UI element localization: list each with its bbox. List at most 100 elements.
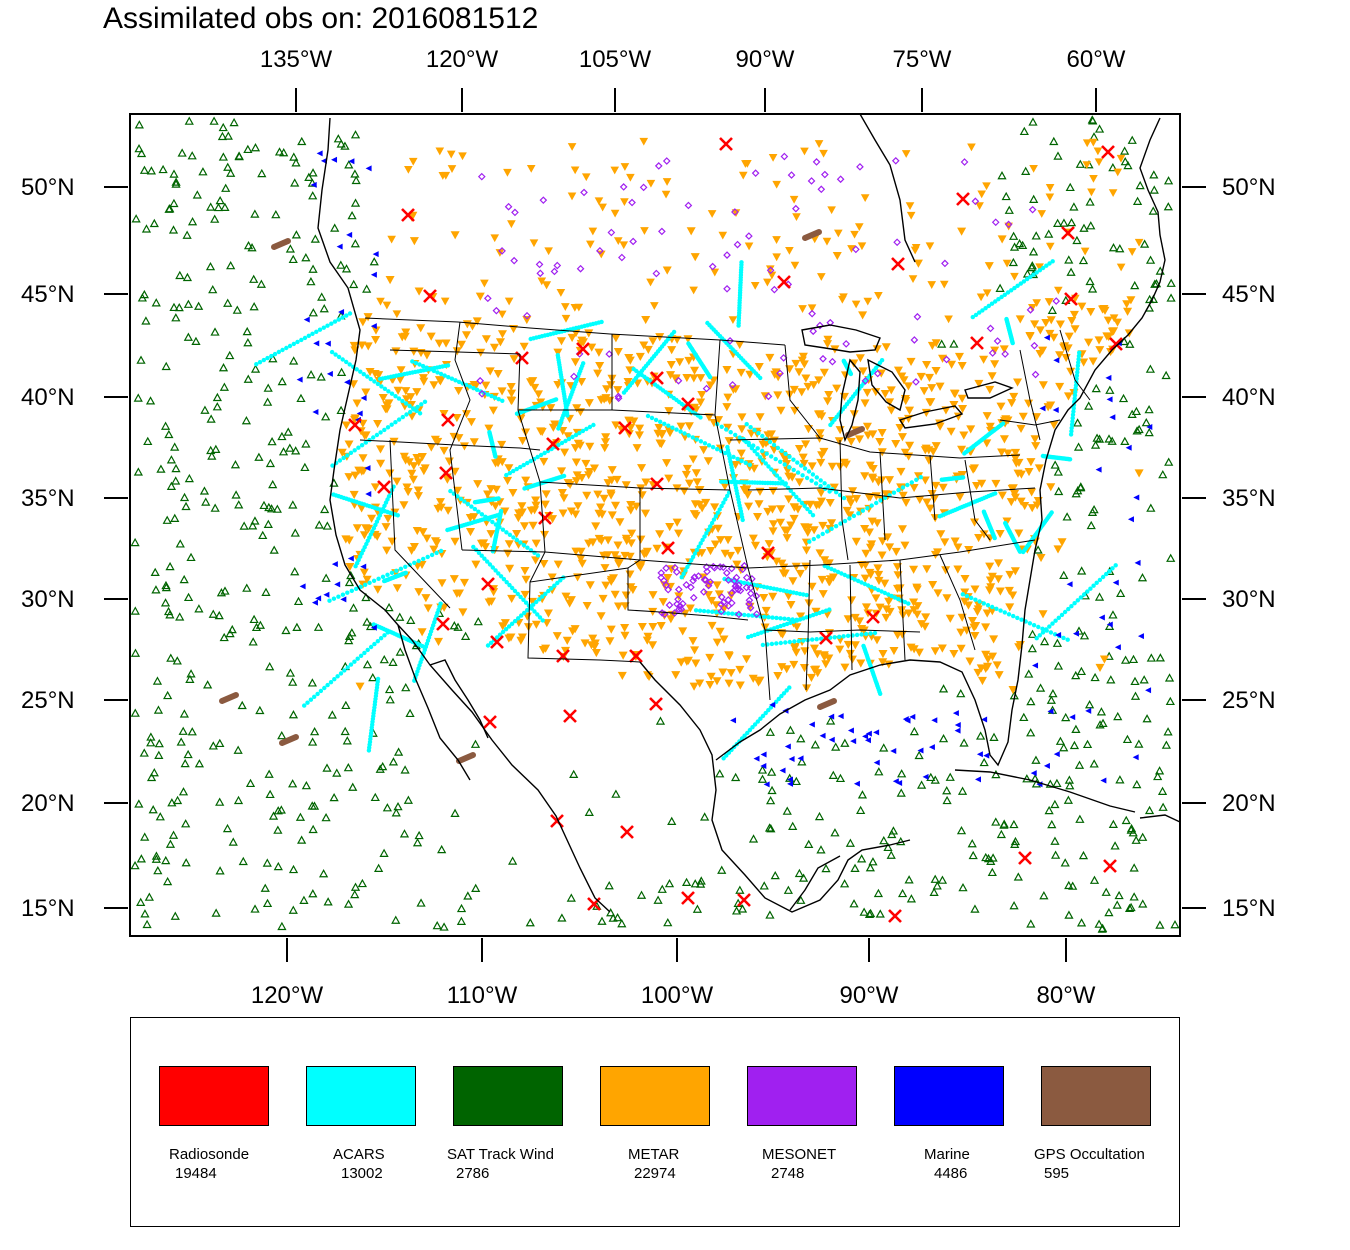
sat-track-wind-marker: [942, 795, 952, 805]
sat-track-wind-marker: [606, 908, 616, 917]
sat-track-wind-marker: [1149, 170, 1159, 179]
metar-marker: [878, 658, 888, 667]
acars-marker: [1062, 609, 1068, 615]
sat-track-wind-marker: [307, 678, 318, 687]
sat-track-wind-marker: [1114, 890, 1124, 900]
marine-marker: [1145, 687, 1152, 694]
sat-track-wind-marker: [223, 131, 233, 140]
metar-marker: [1035, 326, 1045, 335]
sat-track-wind-marker: [273, 806, 283, 815]
acars-marker: [518, 464, 523, 470]
sat-track-wind-marker: [981, 852, 991, 862]
sat-track-wind-marker: [828, 770, 838, 779]
metar-marker: [777, 559, 787, 568]
metar-marker: [537, 427, 547, 437]
sat-track-wind-marker: [148, 805, 158, 814]
metar-marker: [777, 629, 787, 638]
acars-marker: [1040, 265, 1046, 271]
acars-marker: [686, 433, 691, 438]
sat-track-wind-marker: [250, 209, 260, 218]
metar-marker: [540, 530, 550, 539]
acars-marker: [786, 616, 791, 622]
metar-marker: [989, 635, 999, 644]
radiosonde-marker: [546, 437, 560, 451]
metar-marker: [337, 448, 347, 457]
metar-marker: [761, 606, 771, 616]
acars-marker: [1011, 613, 1016, 619]
sat-track-wind-marker: [154, 750, 164, 759]
acars-marker: [340, 315, 345, 320]
mesonet-marker: [664, 585, 673, 594]
metar-marker: [1049, 421, 1059, 430]
metar-marker: [617, 671, 627, 680]
metar-marker: [643, 345, 653, 354]
metar-marker: [556, 289, 566, 297]
sat-track-wind-marker: [1094, 592, 1105, 601]
metar-marker: [1054, 286, 1063, 295]
state-borders: [359, 317, 1091, 701]
metar-marker: [433, 437, 443, 446]
metar-marker: [636, 535, 646, 544]
acars-marker: [778, 459, 783, 464]
sat-track-wind-marker: [217, 131, 228, 141]
metar-marker: [816, 458, 826, 468]
sat-track-wind-marker: [987, 867, 997, 877]
sat-track-wind-marker: [1065, 781, 1075, 790]
sat-track-wind-marker: [608, 913, 618, 922]
metar-marker: [1046, 401, 1056, 410]
acars-marker: [742, 612, 747, 618]
metar-marker: [585, 442, 595, 451]
acars-marker: [344, 313, 349, 318]
right-lat-label: 25°N: [1222, 687, 1276, 714]
acars-marker: [674, 427, 679, 432]
metar-marker: [541, 490, 551, 499]
sat-track-wind-marker: [257, 168, 267, 178]
sat-track-wind-marker: [796, 895, 806, 904]
sat-track-wind-marker: [199, 486, 210, 495]
metar-marker: [682, 464, 692, 474]
metar-marker: [688, 637, 698, 646]
sat-track-wind-marker: [942, 786, 952, 795]
sat-track-wind-marker: [194, 759, 205, 768]
sat-track-wind-marker: [1052, 638, 1063, 647]
metar-marker: [817, 273, 826, 281]
radiosonde-marker: [1061, 226, 1075, 240]
acars-marker: [1065, 637, 1070, 642]
metar-marker: [993, 575, 1003, 584]
mesonet-marker: [498, 247, 506, 255]
sat-track-wind-marker: [1089, 875, 1100, 884]
metar-marker: [416, 324, 426, 333]
sat-track-wind-marker: [991, 769, 1001, 779]
sat-track-wind-marker: [1097, 924, 1107, 933]
metar-marker: [707, 210, 717, 218]
acars-marker: [811, 536, 816, 542]
metar-marker: [913, 602, 923, 611]
metar-marker: [423, 604, 433, 613]
metar-marker: [897, 606, 907, 615]
marine-marker: [1100, 777, 1107, 784]
metar-marker: [684, 479, 694, 488]
metar-marker: [991, 479, 1001, 488]
metar-marker: [576, 547, 586, 556]
metar-marker: [873, 564, 883, 573]
sat-track-wind-marker: [1126, 823, 1137, 833]
mesonet-marker: [694, 572, 703, 580]
mesonet-marker: [662, 564, 670, 573]
acars-marker: [782, 616, 787, 621]
acars-marker: [349, 588, 354, 593]
metar-marker: [832, 251, 842, 261]
marine-marker: [808, 721, 815, 728]
metar-marker: [863, 431, 873, 440]
sat-track-wind-marker: [208, 741, 218, 750]
acars-marker: [1024, 276, 1030, 282]
metar-marker: [854, 435, 865, 444]
metar-marker: [506, 382, 516, 392]
acars-marker: [1088, 586, 1093, 591]
metar-marker: [521, 575, 531, 584]
sat-track-wind-marker: [875, 909, 885, 918]
metar-marker: [461, 331, 472, 340]
acars-marker: [820, 531, 825, 537]
sat-track-wind-marker: [165, 610, 175, 619]
acars-marker: [471, 544, 476, 550]
acars-marker: [479, 553, 484, 558]
